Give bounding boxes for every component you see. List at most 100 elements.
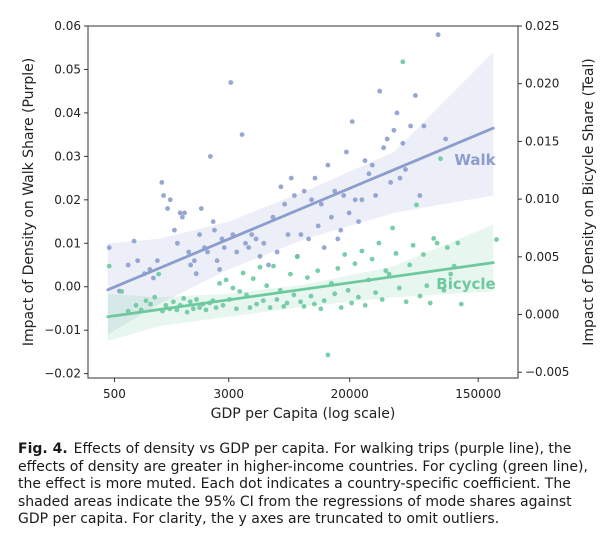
bicycle-confidence-band-layer — [107, 224, 494, 342]
bicycle-point — [184, 309, 190, 315]
bicycle-point — [294, 254, 300, 260]
left-y-tick-label: 0.01 — [54, 236, 81, 250]
walk-point — [381, 145, 386, 151]
bicycle-point — [362, 302, 368, 308]
bicycle-point — [217, 281, 223, 286]
walk-confidence-band — [107, 52, 494, 335]
walk-point — [106, 245, 112, 251]
bicycle-confidence-band — [107, 224, 494, 342]
walk-point — [301, 188, 307, 194]
walk-point — [288, 175, 294, 181]
walk-point — [309, 197, 314, 203]
bicycle-point — [281, 304, 287, 309]
left-y-tick-label: 0.03 — [54, 149, 81, 163]
walk-point — [421, 123, 427, 129]
bicycle-point — [301, 304, 307, 309]
walk-point — [161, 193, 167, 198]
left-y-tick-label: −0.01 — [44, 323, 81, 337]
x-axis-title: GDP per Capita (log scale) — [211, 406, 396, 422]
walk-point — [214, 258, 220, 264]
walk-point — [344, 149, 349, 155]
bicycle-point — [352, 261, 358, 267]
walk-point — [315, 223, 321, 229]
bicycle-point — [220, 302, 226, 308]
bicycle-point — [143, 298, 149, 304]
x-tick-label: 20000 — [331, 387, 369, 401]
walk-point — [177, 210, 183, 216]
walk-point — [377, 88, 383, 94]
walk-point — [369, 162, 375, 168]
walk-point — [417, 193, 423, 198]
walk-point — [318, 201, 324, 207]
bicycle-point — [342, 252, 348, 257]
walk-point — [135, 258, 141, 264]
bicycle-point — [197, 305, 203, 310]
figure-caption: Fig. 4. Effects of density vs GDP per cap… — [18, 441, 602, 529]
bicycle-point — [305, 275, 310, 280]
bicycle-point — [338, 305, 344, 310]
walk-point — [205, 249, 210, 255]
bicycle-point — [171, 299, 176, 305]
walk-point — [182, 210, 187, 216]
walk-point — [408, 123, 413, 129]
bicycle-point — [247, 305, 253, 310]
x-tick-label: 500 — [103, 387, 126, 401]
bicycle-point — [455, 240, 461, 246]
bicycle-point — [234, 306, 239, 312]
bicycle-point — [264, 283, 270, 289]
walk-point — [292, 193, 297, 198]
bicycle-point — [237, 289, 243, 294]
walk-point — [125, 262, 131, 268]
walk-point — [366, 171, 372, 177]
walk-point — [312, 175, 318, 181]
bicycle-point — [438, 156, 443, 162]
walk-point — [266, 262, 271, 268]
walk-point — [221, 245, 227, 251]
walk-point — [131, 238, 137, 244]
left-y-axis-ticks: −0.02 −0.01 0.00 0.01 0.02 0.03 0.04 0.05 0.06 — [44, 19, 88, 381]
bicycle-point — [431, 236, 437, 241]
bicycle-point — [213, 305, 219, 310]
walk-point — [403, 167, 408, 172]
left-y-tick-label: 0.06 — [54, 19, 81, 33]
bicycle-point — [106, 263, 112, 269]
bicycle-point — [223, 277, 229, 283]
walk-point — [356, 219, 361, 225]
walk-point — [306, 236, 311, 242]
left-y-axis-title: Impact of Density on Walk Share (Purple) — [21, 58, 37, 346]
bicycle-point — [417, 293, 423, 299]
walk-point — [246, 245, 252, 251]
bicycle-point — [260, 298, 266, 304]
walk-point — [172, 227, 177, 233]
bicycle-point — [448, 271, 454, 277]
bicycle-point — [390, 225, 395, 231]
walk-point — [167, 197, 173, 203]
walk-point — [193, 271, 199, 277]
bicycle-point — [421, 252, 426, 257]
left-y-tick-label: 0.00 — [54, 280, 81, 294]
walk-point — [394, 110, 400, 116]
bicycle-point — [397, 285, 402, 291]
walk-point — [197, 232, 203, 238]
walk-point — [180, 214, 185, 220]
walk-point — [346, 210, 352, 216]
walk-point — [151, 275, 156, 281]
bicycle-point — [190, 306, 196, 312]
walk-point — [388, 180, 393, 185]
walk-point — [249, 232, 255, 238]
bicycle-point — [315, 268, 321, 274]
bicycle-point — [407, 262, 413, 268]
walk-point — [285, 232, 291, 238]
left-y-tick-label: 0.05 — [54, 62, 81, 76]
bicycle-point — [298, 299, 303, 305]
walk-point — [217, 267, 223, 272]
bicycle-point — [267, 305, 273, 310]
bicycle-point — [359, 248, 365, 254]
walk-point — [253, 236, 259, 242]
bicycle-point — [187, 299, 193, 305]
bicycle-point — [194, 297, 199, 302]
right-y-tick-label: 0.020 — [525, 77, 559, 91]
walk-point — [159, 180, 165, 185]
walk-confidence-band-layer — [107, 52, 494, 335]
walk-point — [188, 262, 194, 268]
